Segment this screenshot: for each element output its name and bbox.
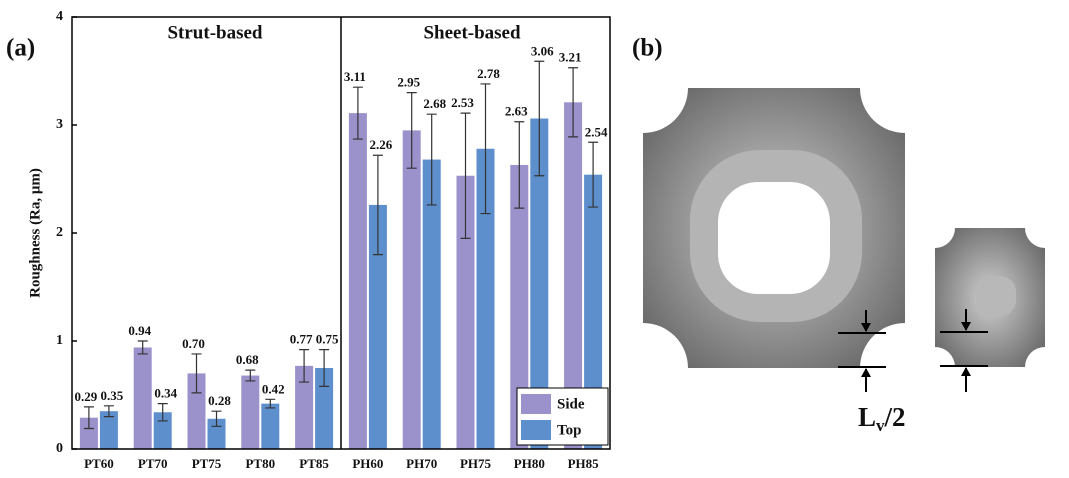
panel-label: (a) <box>6 35 35 62</box>
legend-swatch <box>521 394 551 414</box>
legend-label: Top <box>557 422 581 438</box>
y-tick-label: 0 <box>56 441 63 456</box>
value-label: 2.53 <box>451 95 474 110</box>
x-tick-label: PT60 <box>84 456 114 471</box>
value-label: 0.75 <box>316 332 339 347</box>
value-label: 2.95 <box>397 75 420 90</box>
x-tick-label: PH75 <box>460 456 492 471</box>
x-tick-label: PH70 <box>406 456 437 471</box>
value-label: 3.21 <box>559 50 582 65</box>
y-tick-label: 1 <box>56 333 63 348</box>
legend-label: Side <box>557 396 585 412</box>
value-label: 3.11 <box>344 69 366 84</box>
value-label: 2.78 <box>477 66 500 81</box>
x-tick-label: PH60 <box>352 456 383 471</box>
value-label: 0.77 <box>290 332 313 347</box>
bar <box>134 347 152 449</box>
dimension-label: Lv/2 <box>858 402 906 435</box>
value-label: 3.06 <box>531 43 554 58</box>
dimension-symbol: L <box>858 402 876 432</box>
value-label: 2.68 <box>423 96 446 111</box>
group-label: Sheet-based <box>423 22 521 43</box>
value-label: 0.70 <box>182 336 205 351</box>
y-tick-label: 3 <box>56 117 63 132</box>
group-label: Strut-based <box>167 22 262 43</box>
value-label: 2.54 <box>585 124 608 139</box>
value-label: 0.35 <box>101 388 124 403</box>
dimension-suffix: /2 <box>884 402 906 432</box>
value-label: 0.34 <box>154 386 177 401</box>
value-label: 0.29 <box>75 389 98 404</box>
x-tick-label: PT75 <box>192 456 222 471</box>
value-label: 2.63 <box>505 104 528 119</box>
x-tick-label: PH85 <box>568 456 600 471</box>
legend-swatch <box>521 420 551 440</box>
y-tick-label: 2 <box>56 225 63 240</box>
value-label: 0.28 <box>208 393 231 408</box>
x-tick-label: PH80 <box>514 456 545 471</box>
value-label: 0.94 <box>128 323 151 338</box>
panel-label: (b) <box>632 35 663 62</box>
bar <box>241 376 259 449</box>
bar <box>403 130 421 449</box>
value-label: 0.42 <box>262 381 285 396</box>
value-label: 2.26 <box>370 137 393 152</box>
value-label: 0.68 <box>236 352 259 367</box>
y-axis-label: Roughness (Ra, μm) <box>27 168 43 298</box>
y-tick-label: 4 <box>56 9 63 24</box>
bar <box>261 404 279 449</box>
bar <box>349 113 367 449</box>
figure: (a) Strut-based Sheet-based Roughness (R… <box>0 0 1069 478</box>
x-tick-label: PT70 <box>138 456 168 471</box>
x-tick-label: PT80 <box>245 456 275 471</box>
small-cell <box>935 228 1045 367</box>
x-tick-label: PT85 <box>299 456 329 471</box>
